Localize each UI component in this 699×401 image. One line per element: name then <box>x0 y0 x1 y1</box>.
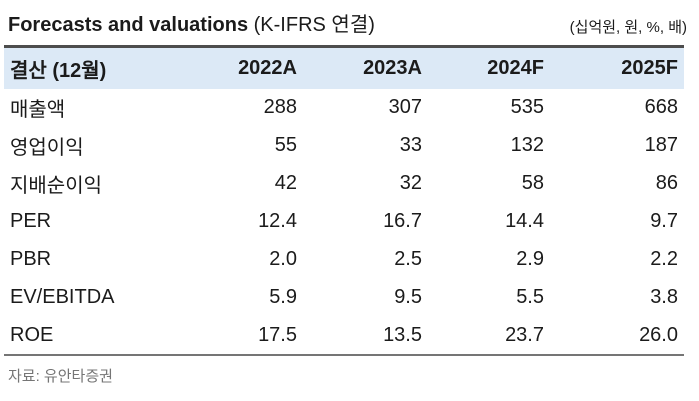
cell-value: 32 <box>399 172 422 194</box>
header-2024f: 2024F <box>487 56 544 79</box>
cell-value: 307 <box>388 96 422 118</box>
cell-value: 668 <box>644 96 678 118</box>
row-label: 매출액 <box>10 99 66 121</box>
table-row-revenue: 매출액 288 307 535 668 <box>4 89 684 127</box>
cell-value: 17.5 <box>258 323 297 346</box>
row-label: ROE <box>10 323 54 346</box>
table-row-roe: ROE 17.5 13.5 23.7 26.0 <box>4 317 684 355</box>
row-label: 지배순이익 <box>10 175 102 197</box>
cell-value: 12.4 <box>258 210 297 232</box>
table-row-ev-ebitda: EV/EBITDA 5.9 9.5 5.5 3.8 <box>4 279 684 317</box>
cell-value: 13.5 <box>383 323 422 346</box>
header-fiscal-period: 결산 (12월) <box>10 59 107 82</box>
header-2023a: 2023A <box>363 56 422 79</box>
table-header: 결산 (12월) 2022A 2023A 2024F 2025F <box>4 46 684 89</box>
title-main: Forecasts and valuations <box>8 14 249 36</box>
source-note: 자료: 유안타증권 <box>8 367 113 385</box>
cell-value: 2.9 <box>516 248 544 270</box>
header-row: 결산 (12월) 2022A 2023A 2024F 2025F <box>4 46 684 89</box>
cell-value: 2.5 <box>394 248 422 270</box>
cell-value: 288 <box>263 96 297 118</box>
cell-value: 86 <box>655 172 678 194</box>
cell-value: 3.8 <box>650 286 678 308</box>
cell-value: 2.0 <box>269 248 297 270</box>
table-row-per: PER 12.4 16.7 14.4 9.7 <box>4 203 684 241</box>
header-2022a: 2022A <box>238 56 297 79</box>
title-standard-suffix: (K-IFRS 연결) <box>253 14 375 36</box>
cell-value: 14.4 <box>505 210 544 232</box>
cell-value: 16.7 <box>383 210 422 232</box>
cell-value: 2.2 <box>650 248 678 270</box>
cell-value: 9.5 <box>394 286 422 308</box>
title-row: Forecasts and valuations (K-IFRS 연결) (십억… <box>8 12 687 38</box>
header-2025f: 2025F <box>621 56 678 79</box>
cell-value: 5.9 <box>269 286 297 308</box>
cell-value: 5.5 <box>516 286 544 308</box>
cell-value: 42 <box>274 172 297 194</box>
cell-value: 9.7 <box>650 210 678 232</box>
cell-value: 55 <box>274 134 297 156</box>
row-label: PBR <box>10 248 52 270</box>
cell-value: 187 <box>644 134 678 156</box>
units-note: (십억원, 원, %, 배) <box>569 19 687 36</box>
cell-value: 33 <box>399 134 422 156</box>
table-row-pbr: PBR 2.0 2.5 2.9 2.2 <box>4 241 684 279</box>
cell-value: 26.0 <box>639 323 678 346</box>
page-title: Forecasts and valuations (K-IFRS 연결) <box>8 12 375 38</box>
forecasts-valuations-table: 결산 (12월) 2022A 2023A 2024F 2025F 매출액 288… <box>4 45 684 356</box>
table-row-operating-profit: 영업이익 55 33 132 187 <box>4 127 684 165</box>
row-label: PER <box>10 210 52 232</box>
cell-value: 535 <box>510 96 544 118</box>
table-body: 매출액 288 307 535 668 영업이익 55 33 132 187 지… <box>4 89 684 355</box>
cell-value: 58 <box>521 172 544 194</box>
cell-value: 23.7 <box>505 323 544 346</box>
row-label: EV/EBITDA <box>10 286 115 308</box>
table-row-net-profit: 지배순이익 42 32 58 86 <box>4 165 684 203</box>
row-label: 영업이익 <box>10 137 84 159</box>
cell-value: 132 <box>510 134 544 156</box>
